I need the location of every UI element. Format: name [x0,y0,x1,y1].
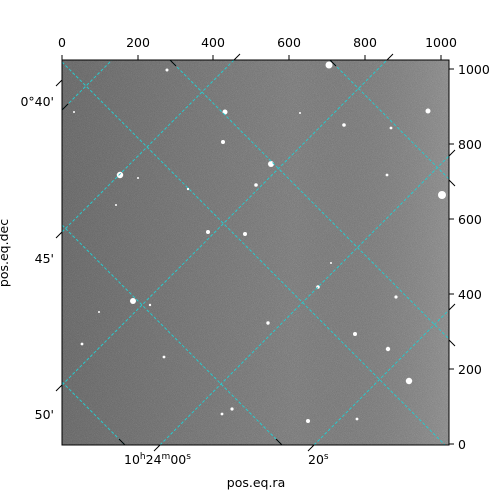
y-axis-title: pos.eq.dec [0,219,11,287]
ra-tick-label-second: 20s [308,452,329,467]
wcs-ticks [55,53,456,452]
right-tick-label: 1000 [458,62,490,77]
dec-tick-label: 45' [35,251,54,266]
top-tick-label: 800 [353,35,377,50]
sky-image [62,60,449,445]
right-tick-label: 600 [458,212,482,227]
bottom-ra-axis: 10h24m00s 20s [124,452,329,467]
dec-tick-label: 50' [35,407,54,422]
top-tick-label: 200 [126,35,150,50]
star-field [73,61,446,423]
right-tick-label: 200 [458,362,482,377]
right-tick-label: 400 [458,287,482,302]
dec-tick-label: 0°40' [20,94,54,109]
right-tick-label: 0 [458,437,466,452]
top-tick-label: 1000 [425,35,457,50]
plot-frame [61,59,450,446]
right-pixel-axis: 0 200 400 600 800 1000 [449,62,490,452]
ra-tick-label-main: 10h24m00s [124,452,191,467]
top-pixel-axis: 0 200 400 600 800 1000 [58,35,457,60]
top-tick-label: 400 [201,35,225,50]
x-axis-title: pos.eq.ra [227,475,285,490]
top-tick-label: 600 [277,35,301,50]
right-tick-label: 800 [458,137,482,152]
coordinate-grid [62,60,449,445]
top-tick-label: 0 [58,35,66,50]
left-dec-axis: 0°40' 45' 50' [20,94,54,422]
